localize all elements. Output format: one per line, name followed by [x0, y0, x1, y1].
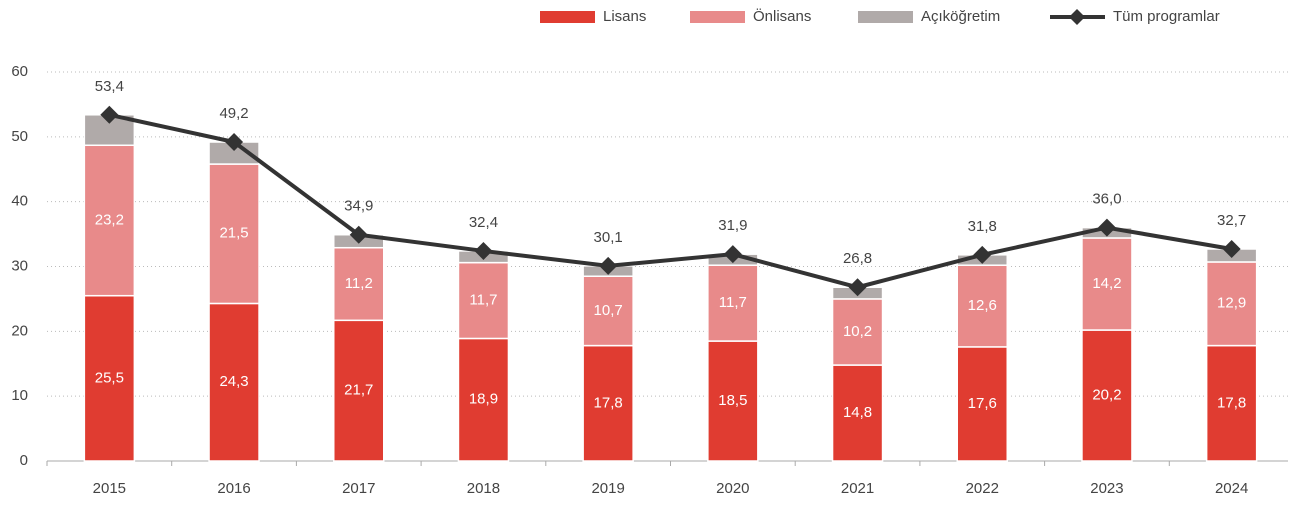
x-tick-label: 2017: [342, 480, 375, 497]
value-label: 26,8: [843, 250, 872, 267]
bar-segment: [333, 319, 385, 462]
y-tick-label: 60: [11, 63, 28, 80]
value-label: 21,5: [219, 225, 248, 242]
bar-segment: [83, 144, 136, 297]
legend-label: Açıköğretim: [921, 8, 1000, 25]
line-marker: [349, 225, 368, 244]
value-label: 18,5: [718, 392, 747, 409]
bar-segment: [457, 337, 510, 462]
value-label: 17,8: [1217, 394, 1246, 411]
value-label: 31,9: [718, 217, 747, 234]
bar-segment: [1081, 329, 1133, 462]
legend-marker: [1069, 9, 1085, 25]
value-label: 34,9: [344, 198, 373, 215]
legend-swatch: [858, 11, 913, 23]
line: [108, 112, 1232, 290]
line-marker: [1222, 239, 1241, 258]
x-tick-label: 2019: [591, 480, 624, 497]
line-marker: [1097, 218, 1116, 237]
x-tick-label: 2023: [1090, 480, 1123, 497]
bar-segment: [582, 275, 634, 347]
bar-segment: [831, 298, 884, 366]
bar-segment: [956, 264, 1008, 348]
bar-segment: [208, 302, 260, 462]
line-marker: [848, 278, 867, 297]
legend-swatch: [540, 11, 595, 23]
value-label: 14,2: [1092, 275, 1121, 292]
bar-segment: [208, 163, 260, 305]
value-label: 10,7: [594, 302, 623, 319]
bar-segment: [582, 344, 634, 462]
bar-segment: [83, 294, 136, 462]
legend-label: Önlisans: [753, 7, 811, 25]
x-tick-label: 2021: [841, 480, 874, 497]
value-label: 10,2: [843, 323, 872, 340]
value-label: 31,8: [968, 218, 997, 235]
value-label: 18,9: [469, 391, 498, 408]
x-tick-label: 2022: [966, 480, 999, 497]
x-tick-label: 2016: [217, 480, 250, 497]
x-tick-label: 2015: [93, 480, 126, 497]
value-label: 21,7: [344, 382, 373, 399]
value-label: 14,8: [843, 404, 872, 421]
value-label: 17,6: [968, 395, 997, 412]
value-label: 53,4: [95, 78, 124, 95]
legend-label: Lisans: [603, 8, 646, 25]
line-marker: [100, 105, 119, 124]
value-label: 20,2: [1092, 386, 1121, 403]
value-label: 24,3: [219, 373, 248, 390]
value-label: 49,2: [219, 105, 248, 122]
legend-label: Tüm programlar: [1113, 8, 1220, 25]
line-marker: [599, 256, 618, 275]
value-label: 12,9: [1217, 295, 1246, 312]
legend-swatch: [690, 11, 745, 23]
value-label: 12,6: [968, 297, 997, 314]
y-tick-label: 0: [20, 452, 28, 469]
y-tick-label: 40: [11, 193, 28, 210]
y-tick-label: 50: [11, 128, 28, 145]
value-label: 11,2: [345, 275, 373, 292]
y-tick-label: 10: [11, 387, 28, 404]
value-label: 17,8: [594, 394, 623, 411]
value-label: 11,7: [719, 294, 747, 311]
value-label: 36,0: [1092, 191, 1121, 208]
bar-segment: [707, 340, 759, 462]
value-label: 32,4: [469, 214, 498, 231]
value-label: 11,7: [469, 292, 497, 309]
bar-segment: [1205, 344, 1258, 462]
line-marker: [474, 241, 493, 260]
value-label: 32,7: [1217, 212, 1246, 229]
x-tick-label: 2024: [1215, 480, 1248, 497]
x-tick-label: 2018: [467, 480, 500, 497]
value-label: 30,1: [594, 229, 623, 246]
value-label: 25,5: [95, 369, 124, 386]
x-tick-label: 2020: [716, 480, 749, 497]
line-marker: [225, 133, 244, 152]
line-marker: [723, 245, 742, 264]
value-label: 23,2: [95, 211, 124, 228]
y-tick-label: 20: [11, 322, 28, 339]
bar-segment: [956, 346, 1008, 462]
bar-segment: [1081, 237, 1133, 331]
y-tick-label: 30: [11, 257, 28, 274]
line-marker: [973, 245, 992, 264]
bar-segment: [707, 264, 759, 342]
